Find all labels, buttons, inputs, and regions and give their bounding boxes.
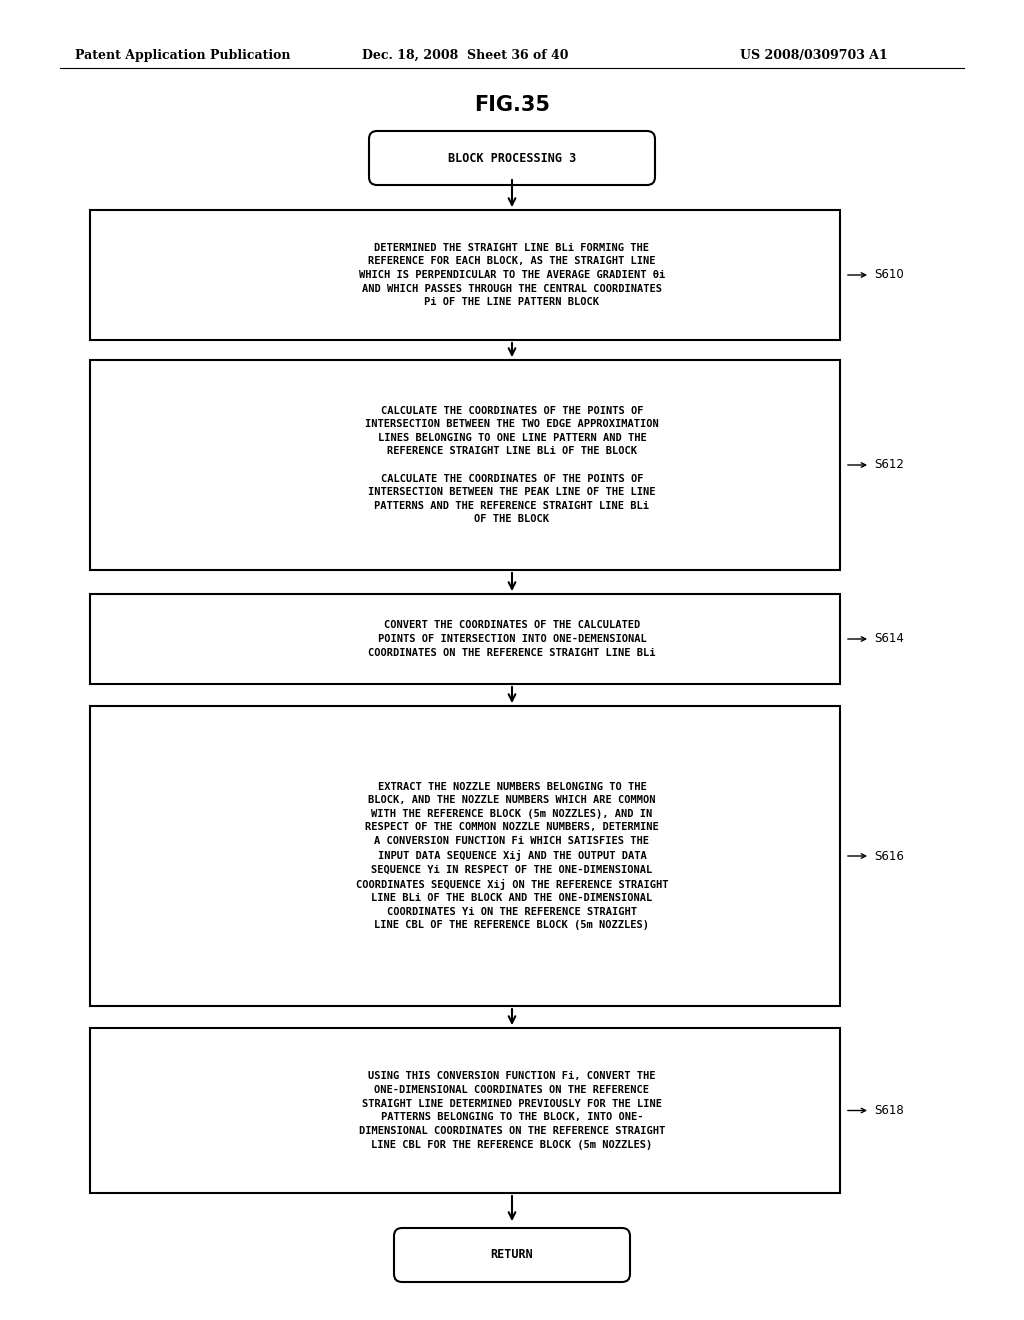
- Bar: [90, 360, 840, 570]
- Text: S616: S616: [874, 850, 904, 862]
- Bar: [90, 594, 840, 684]
- Text: EXTRACT THE NOZZLE NUMBERS BELONGING TO THE
BLOCK, AND THE NOZZLE NUMBERS WHICH : EXTRACT THE NOZZLE NUMBERS BELONGING TO …: [355, 781, 669, 931]
- Bar: [90, 210, 840, 341]
- Text: Patent Application Publication: Patent Application Publication: [75, 49, 291, 62]
- Text: DETERMINED THE STRAIGHT LINE BLi FORMING THE
REFERENCE FOR EACH BLOCK, AS THE ST: DETERMINED THE STRAIGHT LINE BLi FORMING…: [358, 243, 666, 308]
- Text: S618: S618: [874, 1104, 904, 1117]
- Text: S610: S610: [874, 268, 904, 281]
- Text: FIG.35: FIG.35: [474, 95, 550, 115]
- Text: BLOCK PROCESSING 3: BLOCK PROCESSING 3: [447, 152, 577, 165]
- Bar: [90, 1028, 840, 1193]
- Text: S614: S614: [874, 632, 904, 645]
- Text: S612: S612: [874, 458, 904, 471]
- FancyBboxPatch shape: [394, 1228, 630, 1282]
- Text: CALCULATE THE COORDINATES OF THE POINTS OF
INTERSECTION BETWEEN THE TWO EDGE APP: CALCULATE THE COORDINATES OF THE POINTS …: [366, 405, 658, 524]
- Text: Dec. 18, 2008  Sheet 36 of 40: Dec. 18, 2008 Sheet 36 of 40: [362, 49, 568, 62]
- Text: RETURN: RETURN: [490, 1249, 534, 1262]
- FancyBboxPatch shape: [369, 131, 655, 185]
- Text: US 2008/0309703 A1: US 2008/0309703 A1: [740, 49, 888, 62]
- Bar: [90, 706, 840, 1006]
- Text: CONVERT THE COORDINATES OF THE CALCULATED
POINTS OF INTERSECTION INTO ONE-DEMENS: CONVERT THE COORDINATES OF THE CALCULATE…: [369, 620, 655, 657]
- Text: USING THIS CONVERSION FUNCTION Fi, CONVERT THE
ONE-DIMENSIONAL COORDINATES ON TH: USING THIS CONVERSION FUNCTION Fi, CONVE…: [358, 1072, 666, 1150]
